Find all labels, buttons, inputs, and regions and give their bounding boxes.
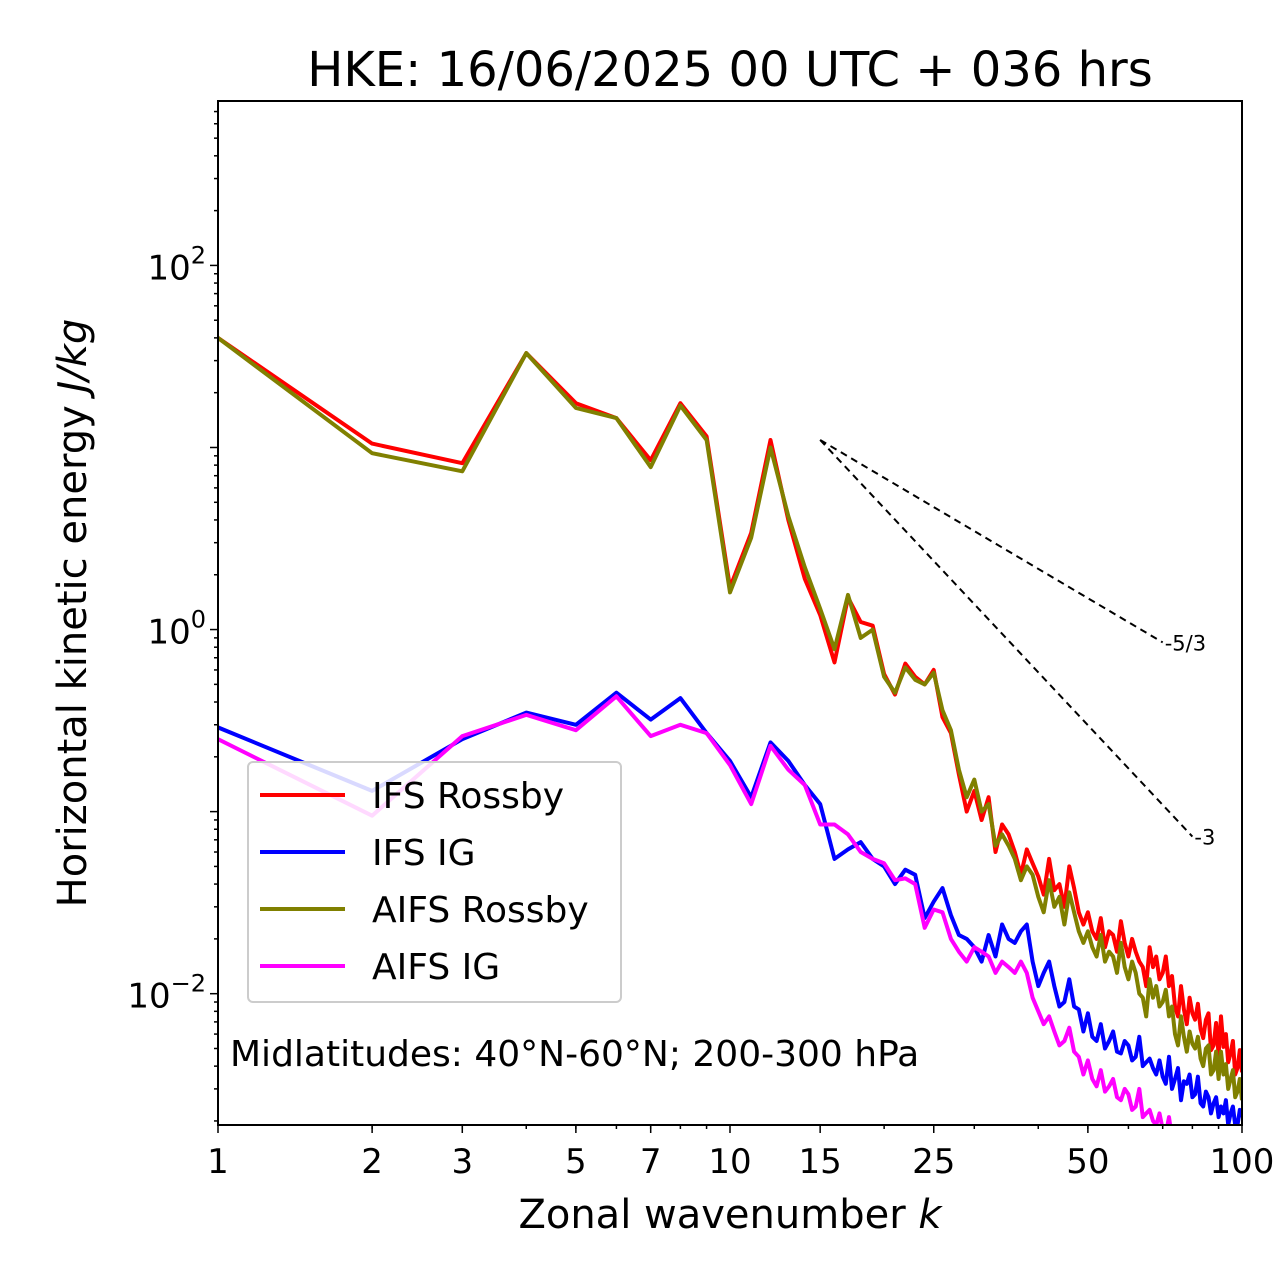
x-tick-label: 10 — [708, 1142, 751, 1182]
y-tick-label: 102 — [147, 241, 206, 288]
reference-slopes: -5/3 -3 — [819, 439, 1215, 850]
x-tick-label: 50 — [1066, 1142, 1109, 1182]
series-layer — [218, 336, 1242, 1125]
legend: IFS Rossby IFS IG AIFS Rossby AIFS IG — [247, 761, 622, 1003]
legend-items: IFS Rossby IFS IG AIFS Rossby AIFS IG — [260, 776, 589, 988]
series-line-aifs-ig — [218, 694, 1173, 1125]
reference-slope-label: -3 — [1194, 826, 1215, 850]
x-axis-label-text: Zonal wavenumber — [518, 1192, 906, 1238]
x-tick-label: 7 — [640, 1142, 662, 1182]
x-axis-label: Zonal wavenumber k — [518, 1192, 943, 1238]
y-tick-label: 100 — [147, 606, 206, 653]
chart-title: HKE: 16/06/2025 00 UTC + 036 hrs — [307, 42, 1153, 98]
y-axis-label: Horizontal kinetic energy J/kg — [50, 319, 96, 908]
x-tick-label: 2 — [361, 1142, 383, 1182]
x-tick-label: 25 — [912, 1142, 955, 1182]
region-annotation: Midlatitudes: 40°N-60°N; 200-300 hPa — [230, 1034, 919, 1075]
reference-slope-line — [819, 439, 1164, 644]
x-tick-label: 100 — [1210, 1142, 1275, 1182]
x-axis-ticks: 1 2 3 5 7 10 15 25 50 100 — [207, 1125, 1274, 1182]
y-axis-label-unit: J/kg — [50, 319, 96, 400]
x-tick-label: 1 — [207, 1142, 229, 1182]
y-tick-label: 10−2 — [127, 970, 206, 1017]
legend-label: IFS IG — [372, 833, 476, 874]
x-tick-label: 3 — [451, 1142, 473, 1182]
reference-slope-label: -5/3 — [1165, 631, 1206, 655]
legend-label: IFS Rossby — [372, 776, 564, 817]
x-tick-label: 5 — [565, 1142, 587, 1182]
y-axis-ticks: 10−2 100 102 — [127, 110, 218, 1122]
legend-label: AIFS Rossby — [372, 890, 589, 931]
reference-slope-line — [819, 439, 1194, 838]
legend-box — [247, 761, 622, 1003]
legend-label: AIFS IG — [372, 947, 500, 988]
x-tick-label: 15 — [799, 1142, 842, 1182]
series-line-aifs-rossby — [218, 336, 1242, 1101]
y-axis-label-text: Horizontal kinetic energy — [50, 405, 96, 907]
x-axis-label-variable: k — [918, 1192, 943, 1238]
